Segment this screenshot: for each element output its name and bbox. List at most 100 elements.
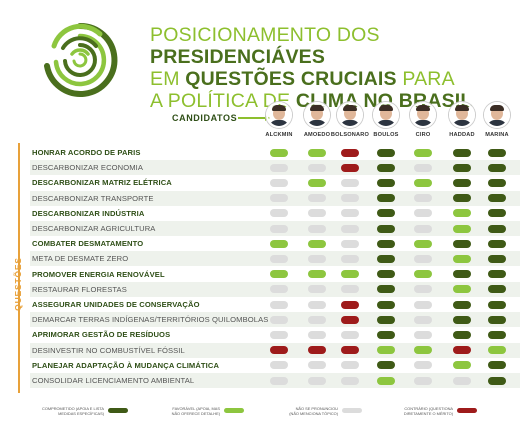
position-pill-boulos [377,194,395,203]
position-pill-bolsonaro [341,376,359,385]
position-pill-ciro [414,224,432,233]
table-row: META DE DESMATE ZERO [30,251,520,267]
question-label: CONSOLIDAR LICENCIAMENTO AMBIENTAL [32,376,195,385]
question-label: PROMOVER ENERGIA RENOVÁVEL [32,269,165,279]
position-pill-bolsonaro [341,163,359,172]
table-row: DEMARCAR TERRAS INDÍGENAS/TERRITÓRIOS QU… [30,312,520,328]
legend-text-line: CONTRÁRIO (QUESTIONA [404,406,453,411]
question-label: DESCARBONIZAR TRANSPORTE [32,193,154,203]
position-pill-ciro [414,300,432,309]
position-pill-marina [488,163,506,172]
table-row: APRIMORAR GESTÃO DE RESÍDUOS [30,327,520,342]
position-pill-amoedo [308,270,326,279]
position-pill-marina [488,361,506,370]
position-pill-amoedo [308,346,326,355]
position-pill-haddad [453,148,471,157]
position-pill-boulos [377,148,395,157]
candidate-name-alckmin: ALCKMIN [265,132,293,138]
position-pill-marina [488,285,506,294]
candidates-arrow [238,115,270,120]
position-pill-alckmin [270,254,288,263]
position-pill-ciro [414,148,432,157]
position-pill-alckmin [270,346,288,355]
position-pill-amoedo [308,163,326,172]
position-pill-bolsonaro [341,178,359,187]
position-pill-boulos [377,270,395,279]
candidate-name-bolsonaro: BOLSONARO [330,132,370,138]
legend-swatch [457,408,477,413]
position-pill-ciro [414,178,432,187]
position-pill-boulos [377,376,395,385]
legend-text-line: NÃO OFERECE DETALHE) [171,411,220,416]
candidates-label: CANDIDATOS [172,113,238,123]
question-label: DESCARBONIZAR INDÚSTRIA [32,208,145,218]
position-pill-boulos [377,163,395,172]
position-pill-bolsonaro [341,330,359,339]
table-row: ASSEGURAR UNIDADES DE CONSERVAÇÃO [30,297,520,312]
position-pill-amoedo [308,376,326,385]
position-pill-ciro [414,209,432,218]
position-pill-alckmin [270,178,288,187]
table-row: DESCARBONIZAR MATRIZ ELÉTRICA [30,175,520,190]
position-pill-marina [488,330,506,339]
position-pill-alckmin [270,224,288,233]
position-pill-amoedo [308,148,326,157]
position-pill-boulos [377,330,395,339]
position-pill-alckmin [270,209,288,218]
position-pill-alckmin [270,163,288,172]
question-label: ASSEGURAR UNIDADES DE CONSERVAÇÃO [32,300,200,309]
question-label: DESCARBONIZAR ECONOMIA [32,163,144,173]
legend-text-line: DIRETAMENTE O MÉRITO) [403,411,453,416]
position-pill-boulos [377,224,395,233]
position-pill-haddad [453,285,471,294]
position-pill-marina [488,270,506,279]
table-row: DESINVESTIR NO COMBUSTÍVEL FÓSSIL [30,342,520,358]
question-label: COMBATER DESMATAMENTO [32,239,144,249]
position-pill-ciro [414,285,432,294]
position-pill-marina [488,148,506,157]
position-pill-bolsonaro [341,239,359,248]
position-pill-ciro [414,194,432,203]
legend-text-line: NÃO SE PRONUNCIOU [295,406,338,411]
position-pill-marina [488,224,506,233]
position-pill-bolsonaro [341,361,359,370]
position-pill-marina [488,254,506,263]
question-label: HONRAR ACORDO DE PARIS [32,148,141,157]
position-pill-alckmin [270,361,288,370]
position-pill-boulos [377,239,395,248]
position-pill-haddad [453,224,471,233]
position-pill-bolsonaro [341,300,359,309]
table-row: DESCARBONIZAR INDÚSTRIA [30,206,520,221]
position-pill-amoedo [308,194,326,203]
question-label: PLANEJAR ADAPTAÇÃO À MUDANÇA CLIMÁTICA [32,360,220,370]
avatar-marina [484,102,510,128]
position-pill-ciro [414,330,432,339]
candidate-name-amoedo: AMOEDO [303,132,331,138]
position-pill-alckmin [270,315,288,324]
table-row: RESTAURAR FLORESTAS [30,281,520,297]
legend-text: COMPROMETIDO (APOIA E LISTA MEDIDAS ESPEC… [36,406,104,416]
candidate-name-marina: MARINA [485,132,509,138]
position-pill-bolsonaro [341,194,359,203]
question-label: DESCARBONIZAR AGRICULTURA [32,224,156,233]
table-row: HONRAR ACORDO DE PARIS [30,145,520,160]
question-label: RESTAURAR FLORESTAS [32,284,127,294]
position-pill-alckmin [270,239,288,248]
page-title: POSICIONAMENTO DOS PRESIDENCIÁVES EM QUE… [150,24,473,112]
legend-swatch [224,408,244,413]
table-row: COMBATER DESMATAMENTO [30,236,520,251]
position-pill-amoedo [308,224,326,233]
position-pill-amoedo [308,315,326,324]
legend-swatch [342,408,362,413]
position-pill-amoedo [308,239,326,248]
position-pill-bolsonaro [341,254,359,263]
table-row: DESCARBONIZAR TRANSPORTE [30,190,520,206]
position-pill-ciro [414,346,432,355]
table-row: CONSOLIDAR LICENCIAMENTO AMBIENTAL [30,373,520,388]
legend-text: FAVORÁVEL (APOIA, MAS NÃO OFERECE DETALHE… [152,406,220,416]
position-pill-haddad [453,315,471,324]
position-pill-marina [488,178,506,187]
position-pill-alckmin [270,300,288,309]
position-pill-ciro [414,163,432,172]
position-pill-boulos [377,361,395,370]
